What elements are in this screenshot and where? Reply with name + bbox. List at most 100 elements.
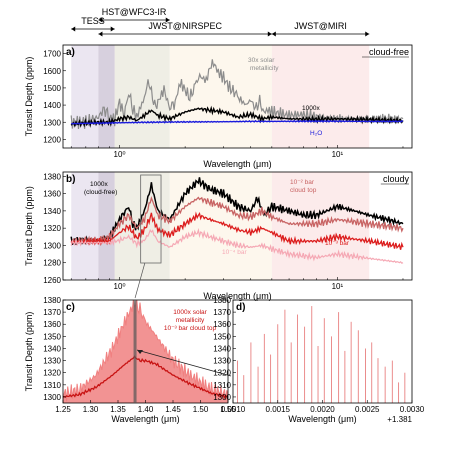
y-tick-label: 1260 [43, 276, 61, 285]
y-tick-label: 1360 [43, 190, 61, 199]
shaded-band [114, 45, 170, 148]
shaded-band [271, 45, 370, 148]
panel-label: c) [66, 302, 75, 313]
y-tick-label: 1380 [43, 296, 61, 305]
annotation-c-3: 10⁻³ bar cloud top [164, 325, 217, 332]
arrow-right [267, 31, 272, 37]
arrow-right [165, 17, 170, 23]
annotation-c-2: metallicity [176, 317, 205, 324]
annotation-30x-line2: metallicity [250, 65, 279, 72]
x-tick-label: 1.35 [110, 405, 126, 414]
y-tick-label: 1300 [213, 393, 231, 402]
y-tick-label: 1380 [213, 296, 231, 305]
arrow-left [71, 26, 76, 32]
y-tick-label: 1310 [213, 381, 231, 390]
instrument-label: JWST@NIRSPEC [148, 21, 222, 31]
arrow-left [271, 31, 276, 37]
axes-frame [62, 171, 413, 281]
shaded-band [98, 172, 115, 280]
y-tick-label: 1200 [43, 135, 61, 144]
x-tick-label: 1.40 [138, 405, 154, 414]
series-line [70, 211, 404, 250]
panel-label: b) [66, 174, 75, 185]
y-tick-label: 1370 [213, 308, 231, 317]
instrument-label: TESS [81, 16, 105, 26]
y-tick-label: 1320 [43, 224, 61, 233]
shaded-band [271, 172, 370, 280]
corner-label: cloud-free [369, 47, 409, 57]
x-tick-label: 1.50 [193, 405, 209, 414]
panel-c: 1300 1310 1320 1330 1340 1350 1360 1370 1380 1.25… [24, 296, 236, 424]
series-line [70, 177, 404, 245]
zoom-box [140, 174, 162, 264]
connector-c-to-d [136, 349, 232, 377]
annotation-1e-2: 10⁻² bar [290, 179, 315, 186]
x-tick-label: 1.25 [55, 405, 71, 414]
plot-area [70, 172, 404, 280]
corner-label: cloudy [383, 174, 410, 184]
y-tick-label: 1500 [43, 84, 61, 93]
annotation-1e-3: 10⁻³ bar [325, 240, 350, 247]
axes-frame [62, 44, 413, 149]
y-tick-label: 1350 [213, 332, 231, 341]
annotation-30x: 30x solar [248, 57, 275, 64]
shaded-band [98, 45, 115, 148]
shaded-band [114, 172, 170, 280]
x-tick-label: 10⁰ [114, 282, 126, 291]
x-tick-label: 1.45 [165, 405, 181, 414]
series-line [70, 119, 404, 125]
x-tick-label: 0.0020 [310, 405, 335, 414]
x-tick-label: 0.0015 [266, 405, 291, 414]
plot-area [237, 306, 406, 403]
y-axis-label: Transit Depth (ppm) [24, 186, 34, 266]
annotation-1000x: 1000x [302, 105, 320, 112]
x-offset-label: +1.381 [387, 415, 412, 424]
series-line [70, 196, 404, 246]
y-axis-label: Transit Depth (ppm) [24, 312, 34, 392]
x-axis-label: Wavelength (μm) [203, 291, 271, 301]
y-tick-label: 1310 [43, 381, 61, 390]
y-tick-label: 1400 [43, 101, 61, 110]
annotation-1000x: 1000x [90, 181, 108, 188]
arrow-right [365, 31, 370, 37]
x-tick-label: 1.30 [83, 405, 99, 414]
annotation-1e-2-line2: cloud top [290, 187, 317, 194]
x-axis-label: Wavelength (μm) [111, 414, 179, 424]
panel-a: 1200 1300 1400 1500 1600 1700 10⁰ 10¹ a) Waveleng… [24, 44, 413, 169]
x-tick-label: 10¹ [332, 282, 344, 291]
y-tick-label: 1300 [43, 118, 61, 127]
series-line [70, 227, 404, 264]
y-tick-label: 1330 [213, 357, 231, 366]
y-tick-label: 1600 [43, 67, 61, 76]
x-tick-label: 10¹ [332, 150, 344, 159]
y-axis-label: Transit Depth (ppm) [24, 57, 34, 137]
shaded-band [169, 45, 272, 148]
plot-area [63, 300, 228, 403]
panel-b: 1260 1280 1300 1320 1340 1360 1380 10⁰ 10¹ b) Wave… [24, 171, 413, 301]
x-tick-label: 0.0030 [400, 405, 425, 414]
arrowhead [137, 350, 144, 354]
arrow-right [110, 26, 115, 32]
y-tick-label: 1280 [43, 259, 61, 268]
y-tick-label: 1360 [43, 320, 61, 329]
y-tick-label: 1350 [43, 332, 61, 341]
y-tick-label: 1330 [43, 357, 61, 366]
y-tick-label: 1340 [43, 344, 61, 353]
arrow-left [98, 31, 103, 37]
plot-area [70, 45, 404, 148]
series-area [63, 300, 228, 403]
series-line [70, 105, 404, 128]
x-axis-label: Wavelength (μm) [288, 414, 356, 424]
connector-b-to-c [134, 262, 146, 299]
y-tick-label: 1700 [43, 50, 61, 59]
arrow-left [98, 17, 103, 23]
instrument-label: HST@WFC3-IR [102, 7, 167, 17]
highlight-column [133, 300, 137, 403]
y-tick-label: 1320 [43, 369, 61, 378]
instrument-label: JWST@MIRI [294, 21, 347, 31]
panel-label: a) [66, 47, 75, 58]
annotation-1e-4: 10⁻⁴ bar [222, 249, 247, 256]
annotation-cloud-free: (cloud-free) [84, 189, 117, 196]
